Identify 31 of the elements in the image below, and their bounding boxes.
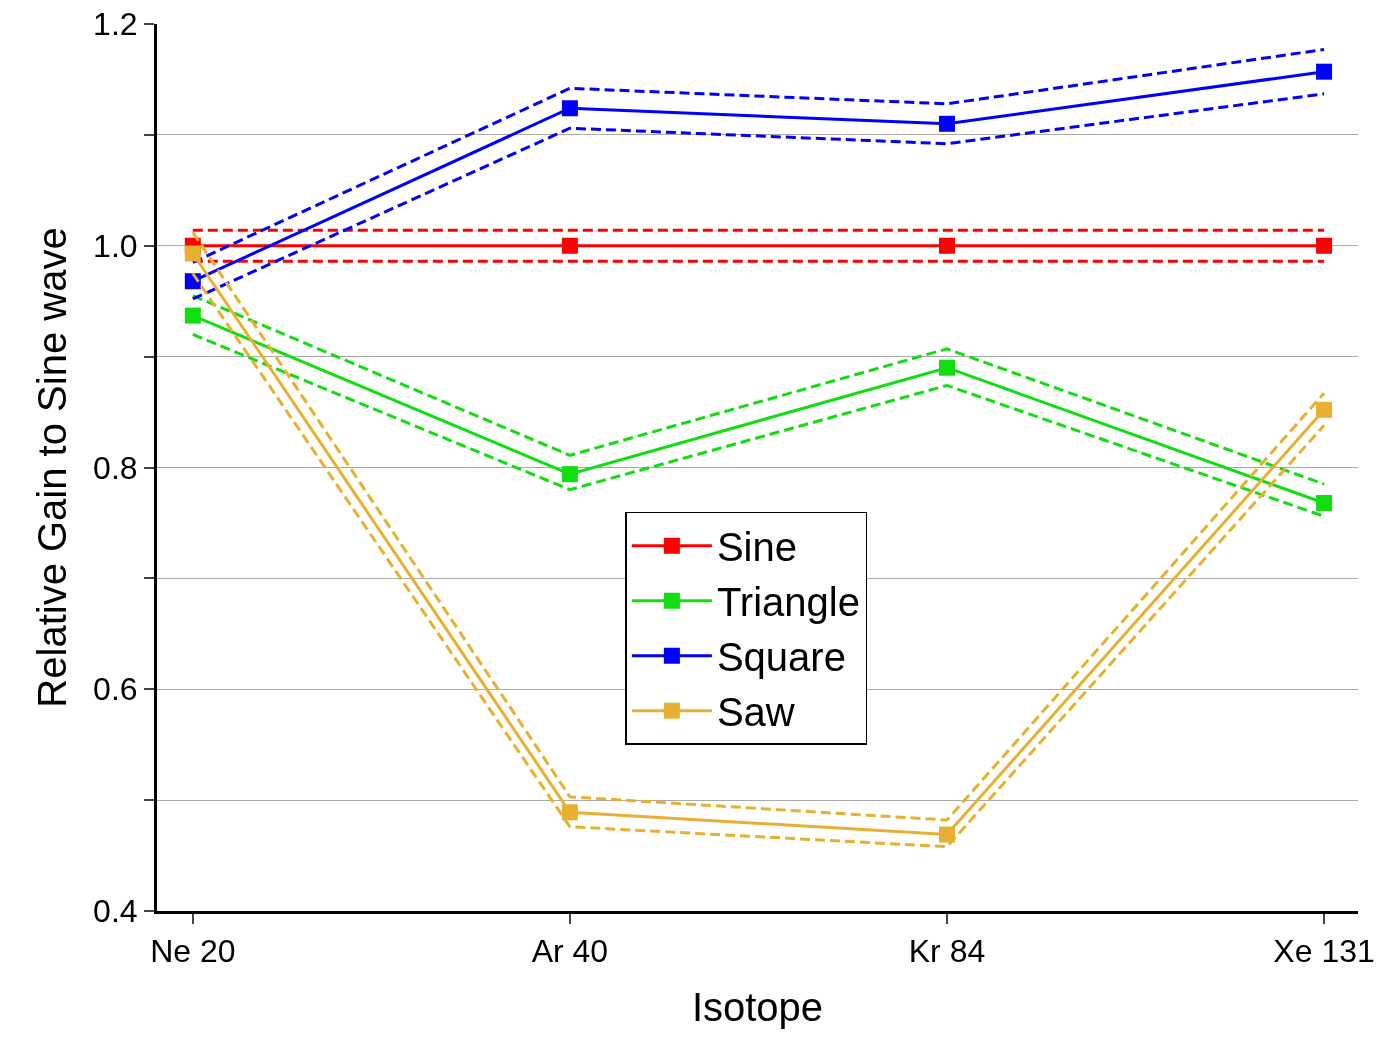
point xyxy=(561,237,578,254)
point xyxy=(938,826,955,843)
x-tick-label: Ar 40 xyxy=(531,933,609,970)
y-tick-label: 1.2 xyxy=(93,6,138,43)
point xyxy=(561,100,578,117)
point xyxy=(561,804,578,821)
point xyxy=(938,359,955,376)
x-tick-label: Xe 131 xyxy=(1273,933,1375,970)
point xyxy=(1316,237,1333,254)
legend-label: Sine xyxy=(716,525,797,570)
legend-label: Saw xyxy=(716,690,795,735)
legend-label: Square xyxy=(716,635,846,680)
point xyxy=(1316,494,1333,511)
point xyxy=(561,466,578,483)
y-axis-title: Relative Gain to Sine wave xyxy=(29,227,74,708)
y-tick-label: 0.4 xyxy=(93,893,138,930)
y-tick-label: 0.8 xyxy=(93,449,138,486)
legend-label: Triangle xyxy=(716,580,860,625)
point xyxy=(938,237,955,254)
point xyxy=(1316,401,1333,418)
x-axis-title: Isotope xyxy=(691,984,824,1029)
point xyxy=(938,115,955,132)
y-tick-label: 0.6 xyxy=(93,671,138,708)
point xyxy=(1316,63,1333,80)
line-series xyxy=(191,294,1326,486)
x-tick-label: Ne 20 xyxy=(150,933,236,970)
y-tick-label: 1.0 xyxy=(93,227,138,264)
x-tick-label: Kr 84 xyxy=(908,933,986,970)
line-series xyxy=(191,92,1326,301)
point xyxy=(184,307,201,324)
point xyxy=(184,245,201,262)
